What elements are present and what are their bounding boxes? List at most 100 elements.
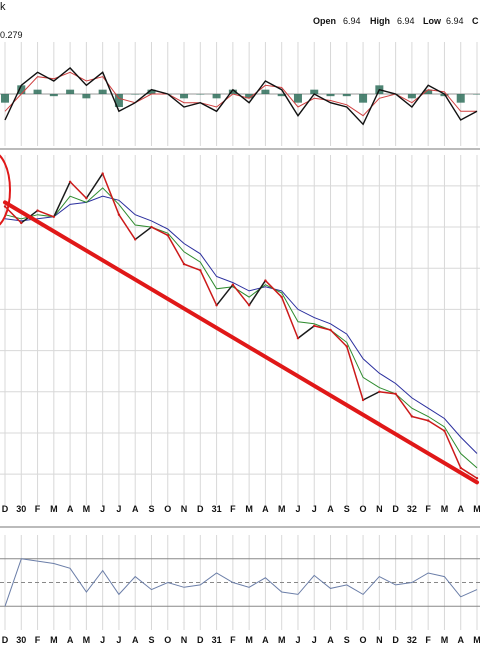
macd-histogram-bar: [261, 89, 270, 94]
x-tick-label: D: [392, 504, 399, 514]
x-tick-label: A: [67, 635, 74, 645]
macd-histogram-bar: [49, 94, 58, 97]
x-tick-label: S: [344, 504, 350, 514]
x-tick-label: D: [2, 635, 9, 645]
price-point: [52, 215, 56, 218]
x-tick-label: A: [262, 504, 269, 514]
x-tick-label: O: [164, 504, 171, 514]
price-segment: [362, 391, 380, 401]
price-segment: [280, 296, 299, 339]
price-point: [101, 172, 104, 175]
price-point: [475, 477, 479, 480]
price-point: [150, 225, 153, 229]
x-tick-label: J: [295, 635, 300, 645]
price-point: [182, 262, 186, 266]
price-point: [345, 345, 348, 348]
x-tick-label: A: [132, 504, 139, 514]
price-segment: [411, 415, 429, 422]
macd-histogram-bar: [310, 89, 319, 94]
x-tick-label: N: [376, 504, 383, 514]
low-value: 6.94: [446, 16, 464, 26]
price-segment: [443, 430, 462, 469]
header: k Open 6.94 High 6.94 Low 6.94 C 0.279: [0, 1, 479, 40]
x-tick-label: A: [132, 635, 139, 645]
macd-histogram-bar: [456, 94, 465, 103]
downtrend-line: [3, 200, 479, 485]
highlight-circle: [0, 154, 11, 226]
x-tick-label: N: [181, 504, 188, 514]
price-point: [3, 205, 7, 208]
x-tick-label: 32: [407, 635, 417, 645]
high-value: 6.94: [397, 16, 415, 26]
price-panel: [0, 154, 480, 505]
x-tick-label: N: [376, 635, 383, 645]
price-segment: [395, 393, 413, 417]
macd-histogram-bar: [342, 94, 351, 97]
macd-histogram-bar: [33, 89, 42, 94]
x-tick-label: 31: [212, 635, 222, 645]
macd-panel: [0, 42, 480, 146]
x-tick-label: F: [425, 504, 431, 514]
high-label: High: [370, 16, 390, 26]
x-tick-label: O: [164, 635, 171, 645]
x-tick-label: M: [473, 504, 480, 514]
price-segment: [427, 419, 445, 432]
x-tick-label: O: [360, 504, 367, 514]
price-point: [296, 337, 300, 340]
price-point: [20, 221, 23, 225]
price-point: [329, 328, 332, 332]
x-tick-label: M: [278, 504, 286, 514]
x-tick-label: J: [312, 635, 317, 645]
price-point: [36, 209, 39, 212]
macd-histogram-bar: [359, 94, 368, 103]
x-tick-label: F: [425, 635, 431, 645]
macd-histogram-bar: [180, 94, 189, 99]
price-segment: [118, 214, 136, 240]
x-tick-label: 32: [407, 504, 417, 514]
price-point: [247, 304, 251, 307]
x-tick-label: D: [2, 504, 9, 514]
price-segment: [85, 173, 104, 199]
price-grid: [0, 155, 480, 505]
x-tick-label: 30: [16, 504, 26, 514]
x-tick-label: J: [312, 504, 317, 514]
x-tick-label: M: [83, 635, 91, 645]
price-segment: [297, 325, 315, 339]
macd-histogram-bar: [82, 94, 91, 99]
macd-histogram-bar: [473, 94, 480, 95]
price-point: [117, 213, 121, 216]
price-point: [85, 197, 88, 200]
macd-histogram-bar: [114, 94, 123, 107]
price-segment: [215, 284, 234, 306]
x-tick-label: J: [116, 635, 121, 645]
price-segment: [199, 269, 218, 306]
x-tick-label: 30: [16, 635, 26, 645]
low-label: Low: [423, 16, 442, 26]
price-segment: [346, 346, 364, 401]
price-point: [378, 390, 381, 393]
x-tick-label: M: [278, 635, 286, 645]
price-segment: [134, 226, 152, 241]
price-segment: [314, 325, 331, 331]
price-segment: [69, 181, 87, 199]
x-tick-label: D: [392, 635, 399, 645]
x-tick-label: J: [295, 504, 300, 514]
rsi-panel: [0, 535, 480, 630]
x-tick-label: M: [245, 504, 253, 514]
macd-histogram-bar: [1, 94, 9, 103]
x-tick-label: J: [100, 504, 105, 514]
x-tick-label: M: [441, 504, 449, 514]
x-tick-label: M: [245, 635, 253, 645]
x-tick-label: M: [441, 635, 449, 645]
macd-line: [4, 67, 478, 126]
macd-histogram-bar: [196, 94, 205, 95]
macd-histogram-bar: [66, 89, 75, 94]
price-point: [231, 283, 235, 286]
x-tick-label: 31: [212, 504, 222, 514]
indicator-value: 0.279: [0, 30, 23, 40]
price-point: [215, 304, 218, 307]
price-point: [394, 392, 397, 396]
macd-histogram-bar: [293, 94, 302, 103]
x-tick-label: S: [148, 635, 154, 645]
price-point: [264, 279, 267, 282]
